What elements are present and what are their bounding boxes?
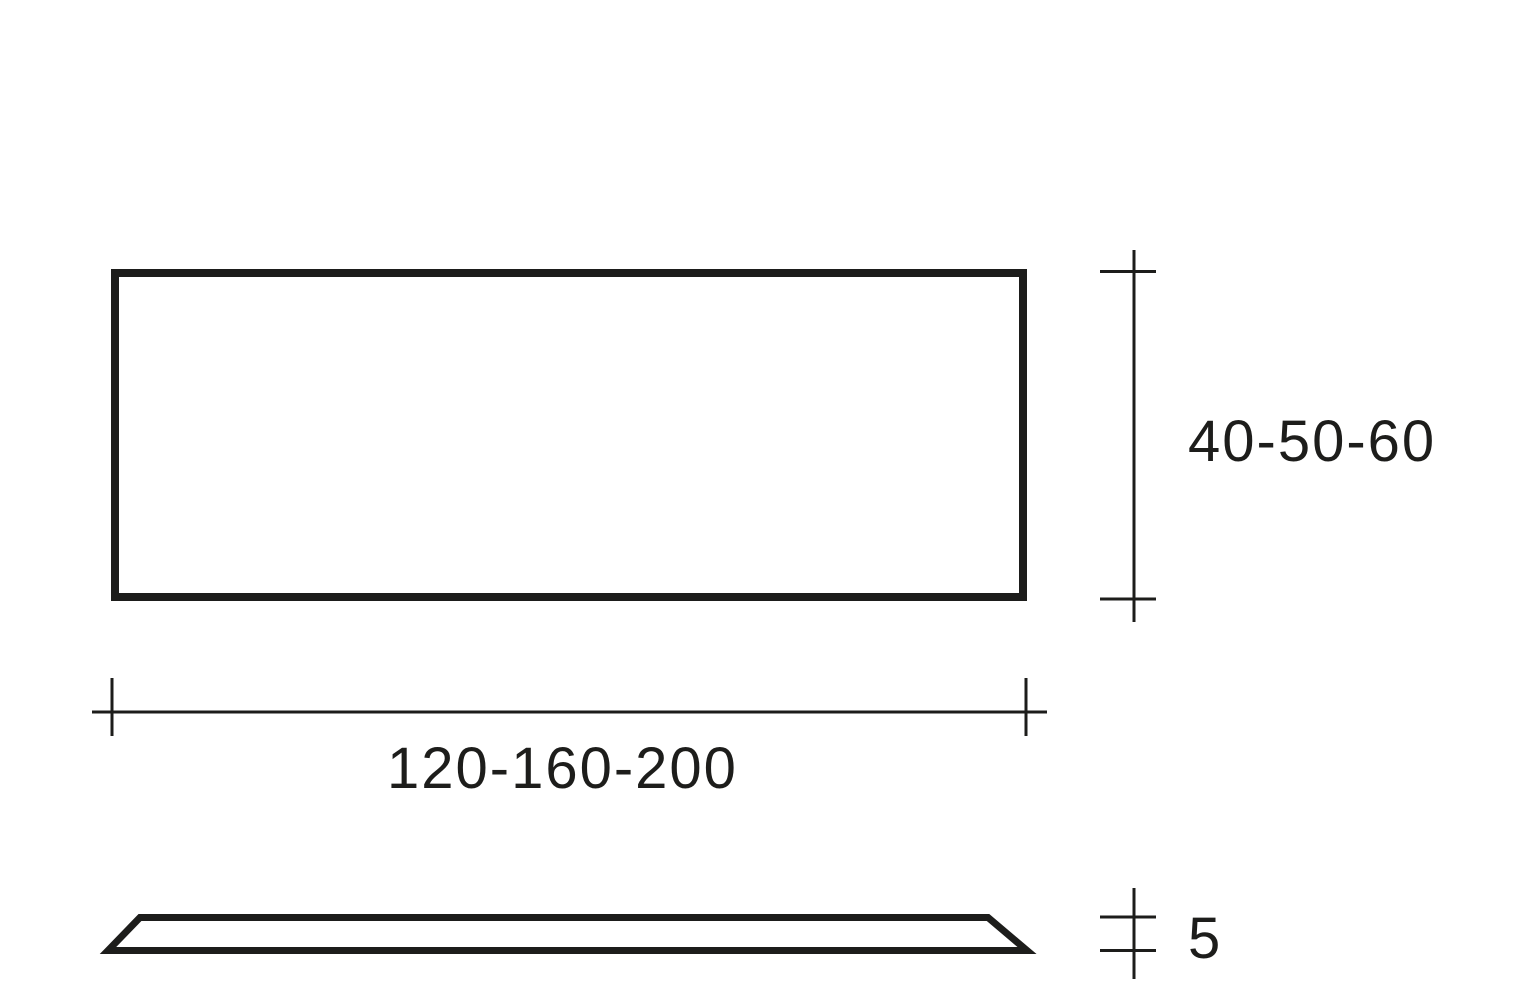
height-dimension-label: 40-50-60	[1188, 409, 1436, 474]
width-dimension-label: 120-160-200	[387, 736, 738, 801]
panel-front-view	[111, 269, 1027, 601]
height-dimension-line	[1100, 250, 1156, 622]
panel-side-view	[99, 914, 1037, 954]
width-dimension-line	[92, 678, 1047, 736]
thickness-dimension-label: 5	[1188, 906, 1222, 971]
thickness-dimension-line	[1100, 888, 1156, 979]
